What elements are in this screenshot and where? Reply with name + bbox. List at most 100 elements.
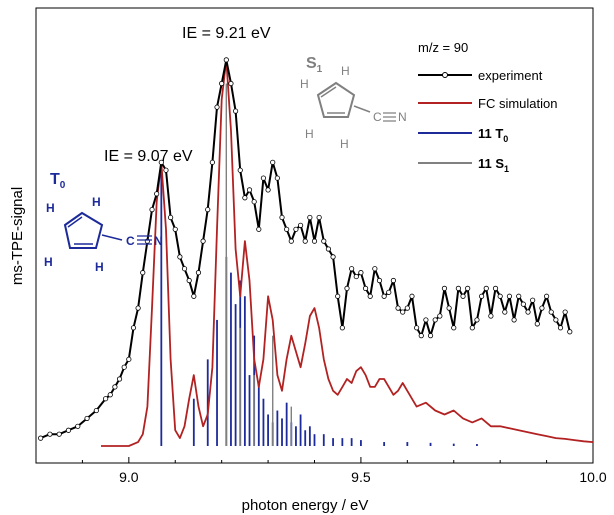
structure-t0-atom-h3: H bbox=[44, 255, 53, 269]
experiment-point bbox=[191, 293, 197, 299]
experiment-point bbox=[116, 376, 123, 382]
experiment-point bbox=[126, 356, 132, 362]
experiment-point bbox=[93, 407, 99, 414]
experiment-point bbox=[38, 435, 44, 441]
experiment-point bbox=[372, 266, 378, 272]
structure-t0-cn-bond bbox=[101, 234, 123, 241]
experiment-point bbox=[525, 309, 531, 315]
experiment-point bbox=[270, 159, 276, 165]
experiment-point bbox=[437, 313, 443, 319]
structure-s1-atom-h1: H bbox=[300, 77, 309, 91]
legend-header: m/z = 90 bbox=[418, 40, 468, 55]
annotation-ie-921: IE = 9.21 eV bbox=[182, 25, 271, 42]
structure-t0-letter: T bbox=[50, 171, 60, 188]
experiment-point bbox=[75, 423, 81, 429]
structure-t0-ring bbox=[63, 211, 104, 249]
experiment-point bbox=[168, 214, 174, 221]
experiment-point bbox=[311, 238, 318, 244]
experiment-point bbox=[242, 195, 248, 201]
experiment-point bbox=[404, 305, 410, 311]
experiment-point bbox=[497, 293, 503, 299]
structure-t0-sub: 0 bbox=[60, 180, 66, 191]
legend-label-experiment: experiment bbox=[478, 68, 543, 83]
experiment-point bbox=[409, 293, 415, 299]
experiment-point bbox=[492, 285, 499, 291]
structure-s1-atom-c: C bbox=[373, 110, 382, 124]
x-tick-label: 9.0 bbox=[119, 469, 139, 485]
experiment-point bbox=[335, 293, 341, 299]
experiment-point bbox=[284, 226, 290, 232]
experiment-point bbox=[316, 214, 322, 221]
structure-t0-label: T0 bbox=[50, 171, 66, 191]
experiment-point bbox=[548, 309, 554, 315]
experiment-point bbox=[288, 238, 294, 244]
experiment-point bbox=[209, 159, 215, 165]
experiment-point bbox=[149, 207, 155, 213]
experiment-point bbox=[441, 285, 448, 291]
experiment-point bbox=[400, 309, 406, 315]
series-layer bbox=[38, 57, 594, 447]
experiment-point bbox=[107, 392, 113, 398]
experiment-point bbox=[297, 222, 304, 228]
experiment-point bbox=[214, 104, 220, 110]
experiment-point bbox=[195, 270, 202, 276]
experiment-point bbox=[516, 293, 522, 299]
experiment-point bbox=[344, 285, 350, 291]
experiment-point bbox=[553, 317, 559, 323]
structure-s1-label: S1 bbox=[306, 55, 323, 75]
experiment-point bbox=[451, 325, 457, 331]
experiment-point bbox=[265, 187, 271, 193]
experiment-point bbox=[395, 305, 401, 311]
experiment-point bbox=[172, 226, 178, 232]
experiment-point bbox=[432, 317, 438, 323]
x-axis-ticks: 9.0 9.5 10.0 bbox=[35, 457, 607, 485]
experiment-point bbox=[423, 317, 429, 323]
structure-t0-atom-h2: H bbox=[92, 195, 101, 209]
fc-simulation-line bbox=[101, 59, 594, 447]
experiment-point bbox=[103, 396, 109, 402]
experiment-point bbox=[446, 305, 452, 311]
structure-t0-atom-h4: H bbox=[95, 260, 104, 274]
experiment-point bbox=[121, 364, 127, 370]
structure-s1: S1 H H H H C N bbox=[300, 55, 407, 151]
structure-s1-atom-h2: H bbox=[341, 64, 350, 78]
structure-t0-atom-c: C bbox=[126, 234, 135, 248]
legend-label-t0: 11 T0 bbox=[478, 126, 508, 144]
experiment-point bbox=[376, 277, 383, 284]
legend: m/z = 90 experiment FC simulation 11 T0 … bbox=[418, 40, 557, 174]
structure-s1-atom-h3: H bbox=[305, 127, 314, 141]
experiment-point bbox=[246, 187, 253, 193]
experiment-point bbox=[112, 384, 118, 390]
experiment-point bbox=[414, 325, 420, 331]
experiment-point bbox=[181, 266, 188, 272]
experiment-point bbox=[205, 207, 211, 213]
experiment-point bbox=[511, 317, 517, 323]
structure-s1-triple-bond bbox=[383, 112, 396, 122]
experiment-point bbox=[478, 293, 485, 299]
experiment-point bbox=[520, 301, 526, 307]
experiment-point bbox=[154, 191, 160, 197]
structure-t0-atom-n: N bbox=[154, 234, 163, 248]
experiment-point bbox=[506, 293, 513, 299]
experiment-point bbox=[279, 214, 285, 221]
experiment-point bbox=[56, 431, 62, 437]
experiment-point bbox=[418, 333, 424, 339]
annotation-ie-907: IE = 9.07 eV bbox=[104, 148, 193, 165]
legend-marker-experiment bbox=[442, 72, 448, 78]
experiment-point bbox=[307, 214, 313, 221]
experiment-point bbox=[130, 325, 137, 331]
experiment-point bbox=[228, 80, 234, 87]
legend-label-fc: FC simulation bbox=[478, 96, 557, 111]
experiment-point bbox=[256, 226, 262, 232]
experiment-point bbox=[186, 277, 192, 284]
experiment-point bbox=[362, 285, 369, 291]
experiment-point bbox=[302, 238, 308, 244]
experiment-point bbox=[557, 325, 564, 331]
structure-s1-atom-n: N bbox=[398, 110, 407, 124]
experiment-point bbox=[232, 108, 239, 114]
experiment-point bbox=[321, 238, 327, 244]
experiment-point bbox=[353, 273, 359, 280]
experiment-point bbox=[325, 246, 332, 252]
experiment-point bbox=[530, 297, 536, 303]
